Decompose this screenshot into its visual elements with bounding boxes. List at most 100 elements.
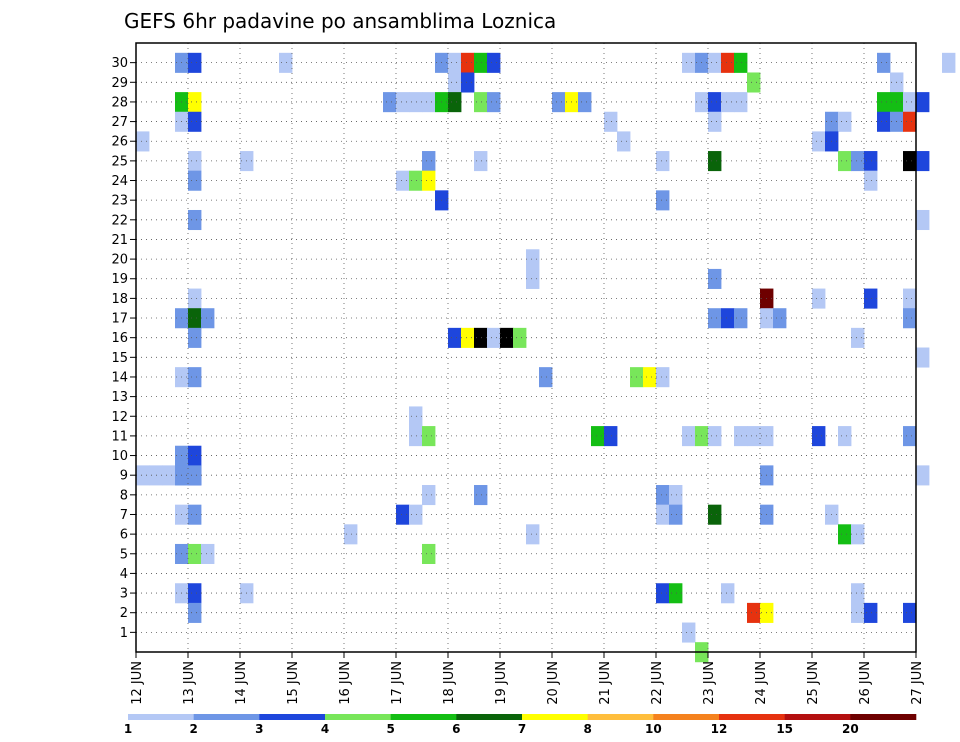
y-tick-label: 19 (111, 272, 128, 287)
heatmap-cell (487, 327, 501, 348)
y-tick-label: 18 (111, 292, 128, 307)
heatmap-cell (708, 52, 722, 73)
heatmap-cell (734, 52, 748, 73)
y-tick-label: 4 (120, 567, 128, 582)
heatmap-cell (422, 426, 436, 447)
x-tick-label: 23 JUN (702, 661, 717, 705)
heatmap-cell (188, 111, 202, 132)
y-tick-label: 27 (111, 115, 128, 130)
y-tick-label: 3 (120, 587, 128, 602)
y-tick-label: 16 (111, 331, 128, 346)
heatmap-cell (669, 583, 683, 604)
colorbar-label: 5 (386, 722, 394, 736)
colorbar-swatch (784, 714, 851, 720)
colorbar-label: 6 (452, 722, 460, 736)
heatmap-cell (773, 308, 787, 329)
heatmap-cell (422, 151, 436, 172)
heatmap-cell (604, 111, 618, 132)
y-tick-label: 26 (111, 135, 128, 150)
chart-title: GEFS 6hr padavine po ansamblima Loznica (124, 9, 556, 33)
y-tick-label: 28 (111, 95, 128, 110)
heatmap-cell (188, 92, 202, 113)
heatmap-cell (396, 92, 410, 113)
y-tick-label: 22 (111, 213, 128, 228)
x-tick-label: 16 JUN (338, 661, 353, 705)
heatmap-cell (851, 583, 865, 604)
heatmap-cell (474, 92, 488, 113)
heatmap-cell (916, 209, 930, 231)
heatmap-cell (643, 367, 657, 388)
heatmap-cell (188, 583, 202, 604)
colorbar: 1 2 3 4 5 6 7 8 10 12 15 20 (124, 714, 917, 736)
heatmap-cell (409, 426, 423, 447)
heatmap-cell (721, 583, 735, 604)
heatmap-cell (656, 190, 670, 211)
heatmap-cell (903, 602, 917, 623)
heatmap-cell (903, 426, 917, 447)
heatmap-cell (474, 485, 488, 506)
heatmap-cell (721, 308, 735, 329)
heatmap-cell (409, 504, 423, 525)
heatmap-cell (669, 485, 683, 506)
heatmap-cell (422, 485, 436, 506)
heatmap-cell (422, 170, 436, 191)
y-tick-label: 8 (120, 488, 128, 503)
heatmap-cell (188, 543, 202, 564)
heatmap-cell (656, 583, 670, 604)
y-tick-label: 2 (120, 606, 128, 621)
colorbar-label: 20 (842, 722, 859, 736)
heatmap-cell (539, 367, 553, 388)
colorbar-swatch (456, 714, 523, 720)
heatmap-cell (188, 465, 202, 486)
heatmap-cell (461, 72, 475, 93)
heatmap-cell (838, 151, 852, 172)
heatmap-cell (513, 327, 527, 348)
heatmap-cell (682, 426, 696, 447)
x-tick-label: 14 JUN (234, 661, 249, 705)
y-tick-label: 14 (111, 370, 128, 385)
heatmap-cell (864, 151, 878, 172)
colorbar-swatch (587, 714, 654, 720)
heatmap-cell (669, 504, 683, 525)
heatmap-cell (188, 209, 202, 231)
heatmap-cell (396, 170, 410, 191)
heatmap-cell (916, 347, 930, 368)
colorbar-swatch (325, 714, 391, 720)
heatmap-cell (877, 52, 891, 73)
y-tick-label: 6 (120, 528, 128, 543)
heatmap-cell (448, 52, 462, 73)
x-tick-label: 21 JUN (598, 661, 613, 705)
heatmap-cell (188, 367, 202, 388)
heatmap-cell (851, 602, 865, 623)
heatmap-cell (487, 52, 501, 73)
heatmap-cells (136, 52, 956, 663)
colorbar-label: 12 (711, 722, 728, 736)
colorbar-label: 8 (583, 722, 591, 736)
colorbar-swatch (522, 714, 588, 720)
heatmap-cell (864, 602, 878, 623)
heatmap-cell (708, 308, 722, 329)
heatmap-cell (877, 92, 891, 113)
heatmap-cell (136, 131, 150, 152)
heatmap-cell (838, 111, 852, 132)
heatmap-cell (812, 131, 826, 152)
heatmap-cell (851, 151, 865, 172)
colorbar-label: 10 (645, 722, 662, 736)
heatmap-cell (708, 504, 722, 525)
y-tick-label: 5 (120, 547, 128, 562)
heatmap-cell (721, 52, 735, 73)
heatmap-cell (188, 308, 202, 329)
colorbar-swatch (128, 714, 194, 720)
heatmap-cell (188, 170, 202, 191)
heatmap-cell (409, 92, 423, 113)
heatmap-cell (188, 445, 202, 466)
heatmap-cell (149, 465, 163, 486)
x-tick-label: 13 JUN (182, 661, 197, 705)
y-tick-label: 10 (111, 449, 128, 464)
heatmap-cell (708, 426, 722, 447)
heatmap-cell (734, 92, 748, 113)
heatmap-cell (877, 111, 891, 132)
colorbar-label: 15 (776, 722, 793, 736)
heatmap-cell (409, 406, 423, 427)
